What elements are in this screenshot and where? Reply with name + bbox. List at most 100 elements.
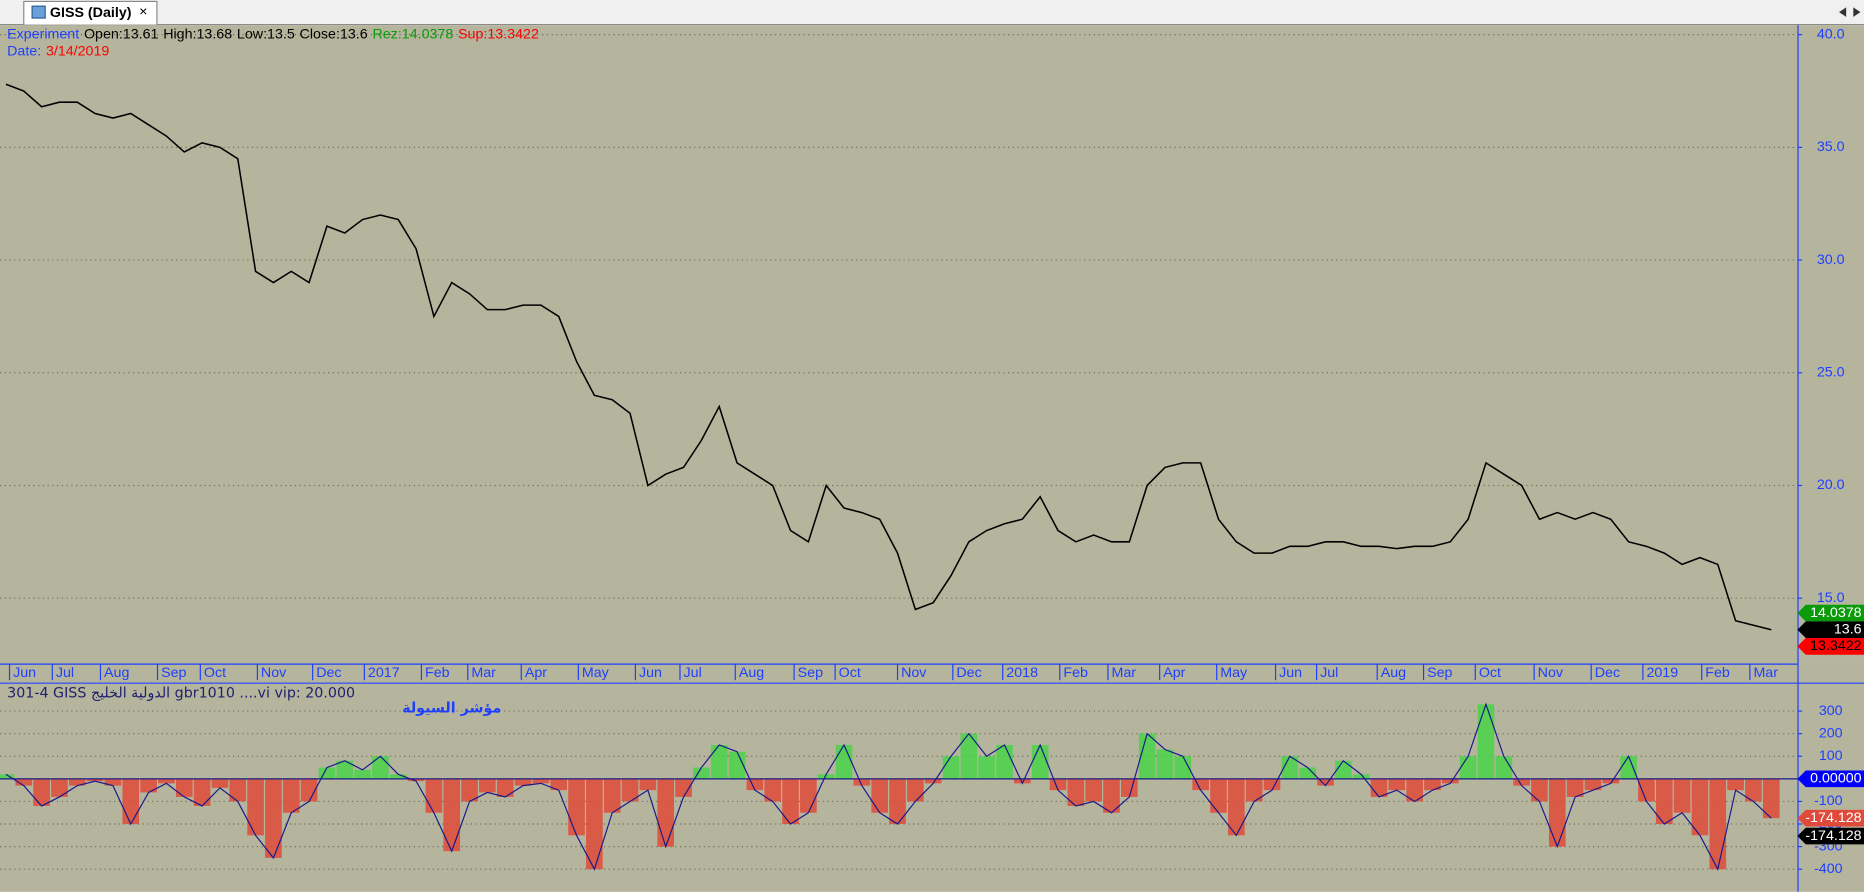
price-pane: [0, 25, 1864, 664]
field-value: 13.6: [340, 26, 368, 42]
bar: [122, 778, 140, 825]
y-tick-label: 300: [1819, 703, 1843, 719]
bar: [1424, 778, 1441, 791]
bar: [1121, 778, 1138, 797]
bar: [336, 760, 354, 779]
bar: [1352, 774, 1370, 779]
bar: [960, 733, 978, 779]
field-value: 13.68: [197, 26, 233, 42]
date-line: Date: 3/14/2019: [7, 43, 109, 59]
bar: [1299, 767, 1316, 779]
bar: [889, 778, 906, 825]
bar: [1691, 778, 1709, 836]
bar: [1228, 778, 1245, 836]
bar: [265, 778, 282, 858]
value-tag-label: 13.6: [1834, 621, 1862, 637]
tab-close[interactable]: ×: [139, 4, 147, 20]
x-tick-label: Nov: [261, 665, 287, 681]
y-tick-label: -100: [1814, 793, 1843, 809]
bar: [621, 778, 639, 802]
bar: [1477, 704, 1495, 779]
bar: [1745, 778, 1762, 802]
value-tag: [1797, 809, 1864, 827]
bar: [104, 778, 122, 786]
bar: [550, 778, 568, 791]
bar: [1031, 744, 1049, 779]
field-label: Low:: [237, 26, 267, 42]
bar: [603, 778, 621, 813]
bar: [1014, 778, 1031, 784]
x-tick-label: Mar: [1112, 665, 1137, 681]
legend-line: Experiment Open:13.61 High:13.68 Low:13.5 Cl…: [7, 26, 539, 42]
bar: [407, 778, 425, 782]
bar: [247, 778, 264, 836]
x-tick-label: Sep: [798, 665, 823, 681]
x-tick-label: Feb: [1063, 665, 1088, 681]
bar: [211, 778, 229, 788]
bar: [800, 778, 817, 813]
x-tick-label: Mar: [471, 665, 496, 681]
bar: [532, 778, 550, 784]
bar: [1192, 778, 1209, 791]
value-tag-label: -174.128: [1805, 810, 1861, 826]
field-label: Close:: [300, 26, 340, 42]
x-tick-label: Oct: [204, 665, 226, 681]
bar: [942, 756, 960, 779]
bar: [425, 778, 443, 813]
bar: [853, 778, 871, 786]
tab-icon: [31, 5, 46, 19]
x-tick-label: Aug: [1381, 665, 1406, 681]
bar: [282, 778, 300, 813]
scroll-right[interactable]: [1853, 7, 1861, 17]
bar: [1156, 749, 1174, 779]
bar: [871, 778, 889, 813]
bar: [229, 778, 247, 802]
bar: [835, 744, 853, 779]
bar: [1281, 756, 1299, 779]
bar: [639, 778, 657, 791]
bar: [1388, 778, 1406, 791]
bar: [710, 744, 728, 779]
x-tick-label: Oct: [1479, 665, 1501, 681]
bar: [33, 778, 50, 806]
bar: [693, 767, 710, 779]
bar: [15, 778, 33, 786]
field-label: Open:: [84, 26, 123, 42]
value-tag-label: 13.3422: [1810, 638, 1862, 654]
field-label: Rez:: [372, 26, 401, 42]
bar: [924, 778, 942, 784]
x-tick-label: Apr: [1163, 665, 1185, 681]
bar: [1495, 756, 1513, 779]
price-chart: 15.0 20.0 25.0 30.0 35.0 40.0 Jun Jul Aug Sep Oct N…: [0, 26, 1864, 681]
y-tick-label: 30.0: [1817, 252, 1845, 268]
price-line: [5, 83, 1772, 631]
bar: [1602, 778, 1620, 784]
x-tick-label: Jul: [1320, 665, 1338, 681]
y-tick-label: 40.0: [1817, 26, 1845, 42]
zero-tag: [1797, 770, 1864, 788]
bar: [1727, 778, 1744, 791]
y-tick-label: 35.0: [1817, 139, 1845, 155]
bar: [568, 778, 585, 836]
x-tick-label: Feb: [425, 665, 450, 681]
x-tick-label: 2018: [1006, 665, 1038, 681]
indicator-line: [5, 702, 1772, 871]
x-tick-label: Jul: [684, 665, 702, 681]
field-label: Sup:: [458, 26, 487, 42]
bar: [782, 778, 799, 825]
bar: [1638, 778, 1655, 802]
x-tick-label: Dec: [956, 665, 981, 681]
x-tick-label: Mar: [1753, 665, 1778, 681]
bar: [1245, 778, 1263, 802]
x-tick-label: Sep: [161, 665, 186, 681]
bar: [1441, 778, 1459, 784]
scroll-left[interactable]: [1839, 7, 1847, 17]
bar: [1459, 756, 1477, 779]
bar: [354, 769, 371, 779]
field-label: High:: [163, 26, 196, 42]
bar: [1673, 778, 1691, 813]
field-value: 13.61: [123, 26, 159, 42]
bar: [675, 778, 692, 797]
x-tick-label: 2019: [1646, 665, 1678, 681]
